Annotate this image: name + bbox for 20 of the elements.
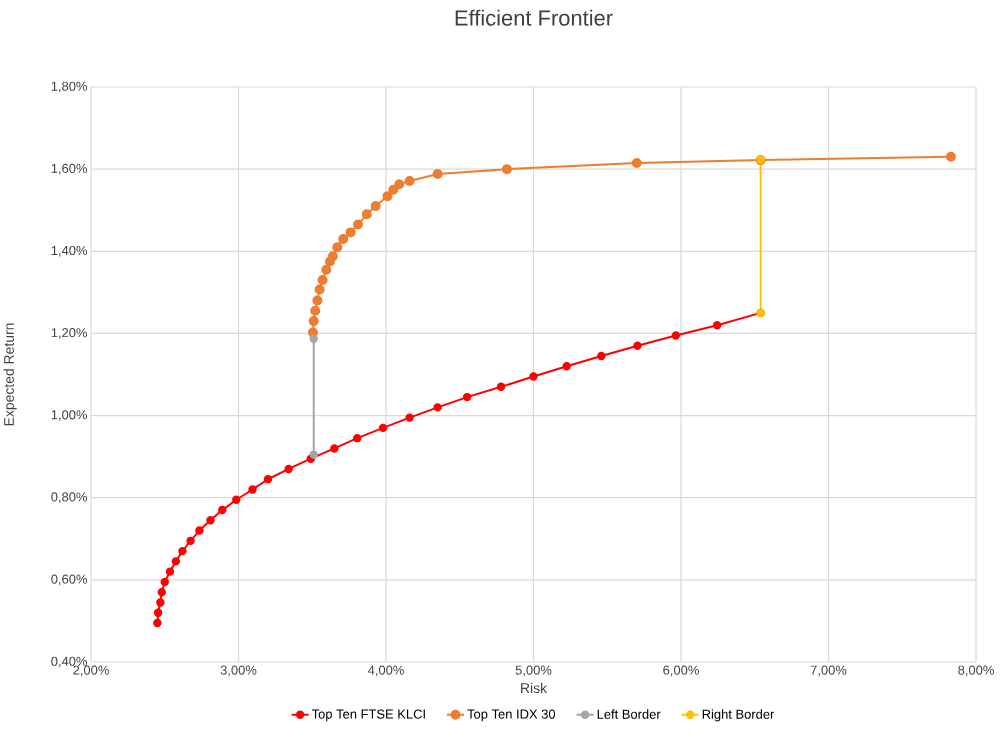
x-tick-label: 6,00% [663,665,699,677]
x-tick-label: 7,00% [810,665,847,677]
y-tick-label: 1,00% [51,410,88,421]
y-tick-label: 1,40% [51,245,88,257]
legend-label: Top Ten FTSE KLCI [311,709,425,722]
x-tick-label: 4,00% [367,665,404,677]
legend-label: Top Ten IDX 30 [467,709,556,722]
y-tick-label: 1,80% [51,81,88,93]
x-tick-label: 8,00% [958,665,994,677]
y-tick-label: 1,60% [51,163,88,175]
legend-label: Left Border [597,709,661,719]
legend-label: Right Border [702,709,775,722]
x-axis-title: Risk [521,682,548,694]
x-tick-label: 3,00% [220,665,257,677]
y-tick-label: 0,60% [51,574,88,586]
chart-title: Efficient Frontier [455,9,613,26]
y-tick-label: 0,80% [51,492,88,504]
x-tick-label: 5,00% [515,665,552,677]
y-axis-title: Expected Return [3,323,17,426]
y-tick-label: 1,20% [51,328,88,339]
